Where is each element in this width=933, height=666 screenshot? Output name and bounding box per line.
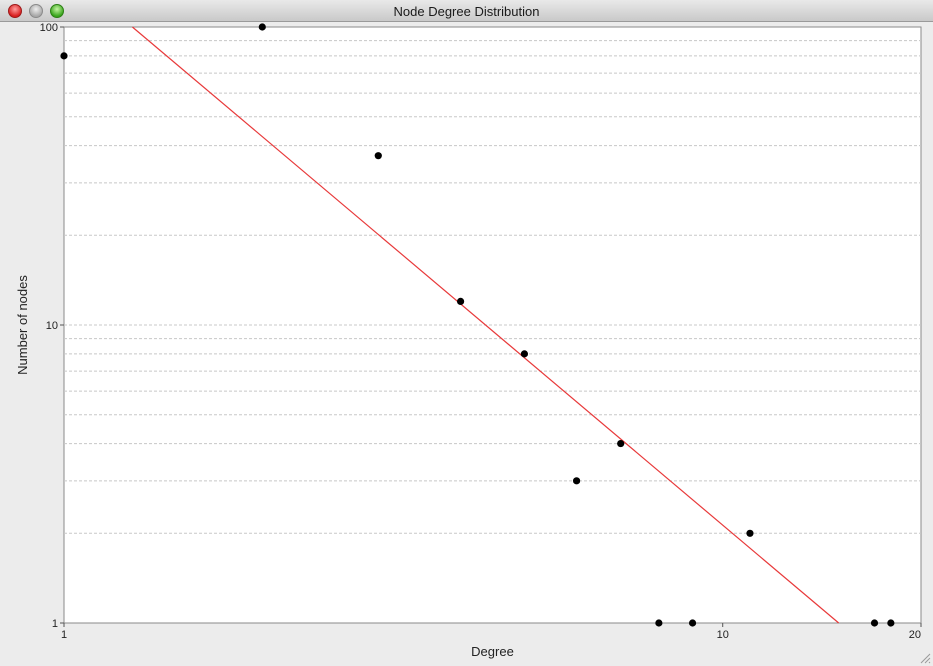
y-axis-label: Number of nodes	[15, 275, 30, 375]
chart-panel: 1 10 20 1 10 100 Degree Number of nodes	[0, 22, 933, 666]
zoom-window-button[interactable]	[50, 4, 64, 18]
y-tick-label: 1	[52, 618, 58, 630]
data-points	[60, 23, 895, 627]
axis-ticks: 1 10 20 1 10 100	[40, 22, 922, 641]
data-point	[60, 52, 68, 60]
resize-grip-icon[interactable]	[919, 652, 931, 664]
close-window-button[interactable]	[8, 4, 22, 18]
data-point	[887, 619, 895, 627]
x-tick-label: 1	[61, 629, 67, 641]
fit-line	[131, 26, 840, 624]
degree-distribution-chart: 1 10 20 1 10 100 Degree Number of nodes	[15, 22, 922, 659]
x-axis-label: Degree	[471, 644, 514, 659]
data-point	[655, 619, 663, 627]
data-point	[456, 297, 465, 306]
y-tick-label: 10	[46, 320, 58, 332]
data-point	[258, 23, 266, 31]
y-tick-label: 100	[40, 22, 58, 34]
minimize-window-button[interactable]	[29, 4, 43, 18]
data-point	[688, 619, 697, 627]
x-tick-label: 20	[909, 629, 921, 641]
data-point	[617, 439, 625, 448]
data-point	[870, 619, 879, 627]
x-tick-label: 10	[717, 629, 729, 641]
data-point	[520, 350, 529, 358]
data-point	[374, 152, 382, 160]
data-point	[746, 529, 754, 537]
title-bar[interactable]: Node Degree Distribution	[0, 0, 933, 22]
gridlines	[64, 40, 921, 534]
data-point	[572, 477, 581, 485]
window-title: Node Degree Distribution	[393, 4, 540, 19]
plot-area	[63, 26, 922, 624]
